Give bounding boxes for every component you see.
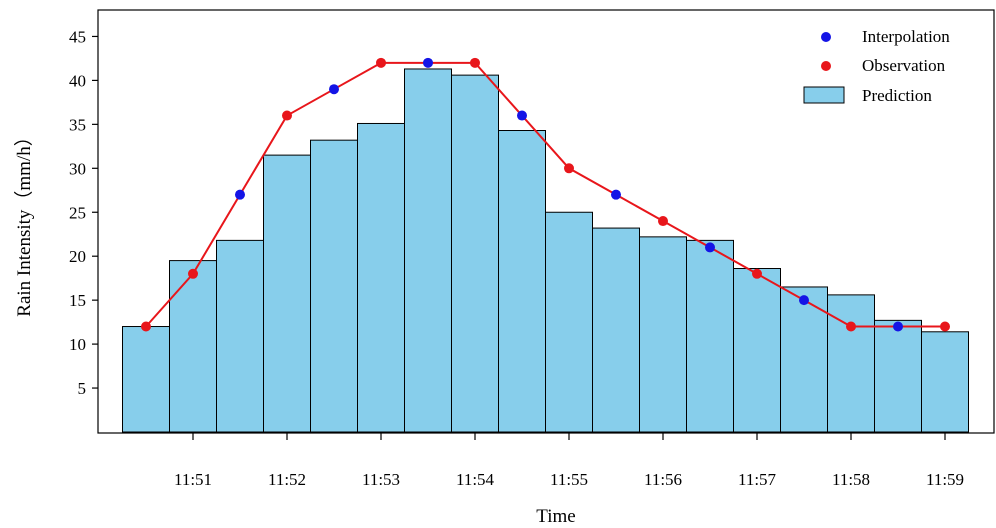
observation-point [282,110,292,121]
observation-point [940,321,950,332]
x-tick-label: 11:52 [268,470,306,489]
prediction-bar [592,227,640,433]
legend-prediction-label: Prediction [862,86,932,105]
x-axis: 11:51 11:52 11:53 11:54 11:55 11:56 11:57 11:58… [174,433,964,489]
prediction-bar [357,122,405,433]
prediction-bar [827,294,875,433]
observation-point [752,268,762,279]
y-axis: 5 10 15 20 25 30 35 40 45 [69,27,98,398]
prediction-bar [921,331,969,433]
interpolation-point [235,189,245,200]
interpolation-point [799,295,809,306]
prediction-bar [310,139,358,433]
interpolation-point [705,242,715,253]
x-axis-title: Time [536,506,575,527]
interpolation-point [423,57,433,68]
legend-observation-marker [821,61,831,71]
interpolation-point [611,189,621,200]
prediction-bar [216,239,264,433]
prediction-bars [122,68,969,433]
observation-point [658,216,668,227]
prediction-bar [498,130,546,433]
observation-point [376,57,386,68]
x-tick-label: 11:56 [644,470,682,489]
y-tick-label: 10 [69,335,86,354]
x-tick-label: 11:54 [456,470,495,489]
y-tick-label: 5 [78,379,87,398]
x-tick-label: 11:59 [926,470,964,489]
prediction-bar [639,236,687,433]
x-tick-label: 11:58 [832,470,870,489]
x-tick-label: 11:57 [738,470,777,489]
y-tick-label: 30 [69,159,86,178]
observation-point [564,163,574,174]
legend-observation-label: Observation [862,56,946,75]
marker-points [141,57,950,332]
y-tick-label: 35 [69,115,86,134]
prediction-bar [451,74,499,433]
y-tick-label: 25 [69,203,86,222]
legend: Interpolation Observation Prediction [803,27,950,105]
prediction-bar [404,68,452,433]
interpolation-point [329,84,339,95]
observation-point [846,321,856,332]
prediction-bar [686,239,734,433]
plot-frame [97,9,995,434]
observation-line [145,61,945,328]
interpolation-point [517,110,527,121]
x-tick-label: 11:51 [174,470,212,489]
x-tick-label: 11:53 [362,470,400,489]
y-tick-label: 20 [69,247,86,266]
interpolation-point [893,321,903,332]
prediction-bar [545,211,593,433]
legend-interpolation-label: Interpolation [862,27,950,46]
prediction-bar [122,326,170,433]
y-axis-title: Rain Intensity（mm/h） [13,127,35,316]
y-tick-label: 40 [69,71,86,90]
observation-point [470,57,480,68]
legend-prediction-swatch [803,86,845,104]
y-tick-label: 15 [69,291,86,310]
prediction-bar [263,154,311,433]
prediction-bar [874,319,922,433]
legend-interpolation-marker [821,32,831,42]
prediction-bar [780,286,828,433]
prediction-bar [733,268,781,433]
y-tick-label: 45 [69,27,86,46]
observation-line-group [145,61,945,328]
observation-point [141,321,151,332]
x-tick-label: 11:55 [550,470,588,489]
prediction-bar [169,260,217,433]
observation-point [188,268,198,279]
